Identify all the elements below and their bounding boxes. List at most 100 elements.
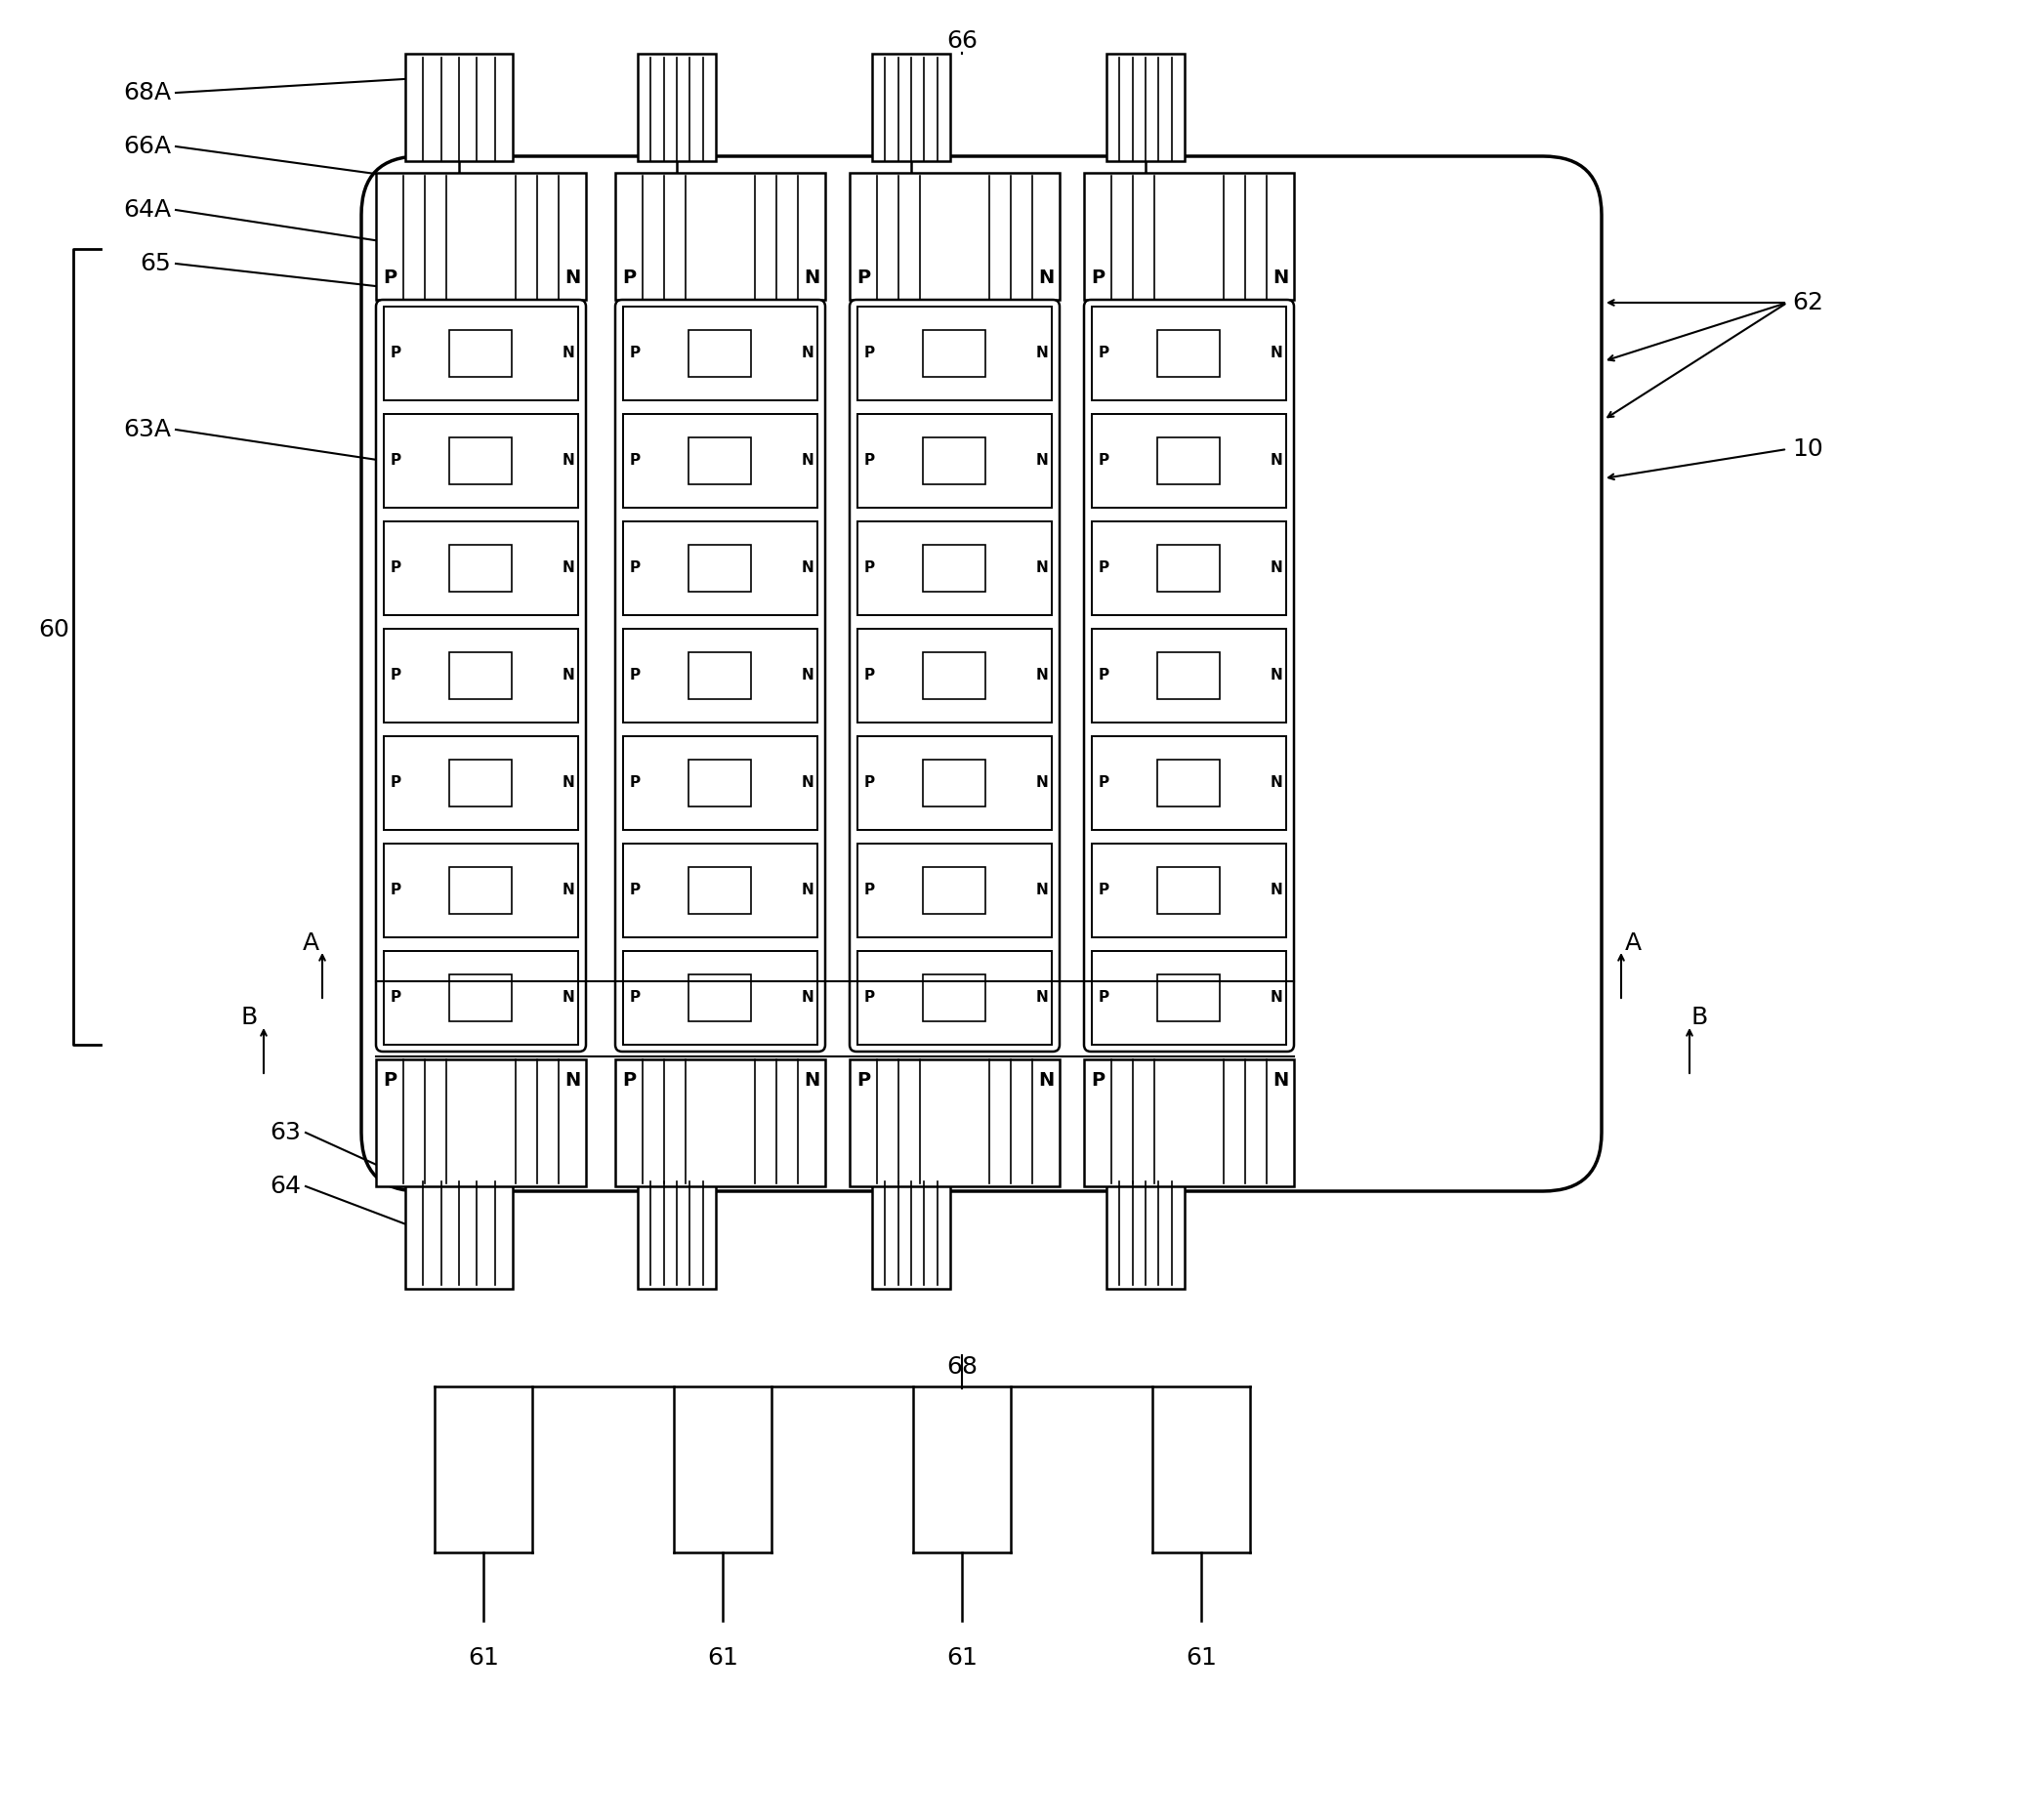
Text: 64A: 64A <box>123 198 172 222</box>
Bar <box>450 329 511 377</box>
Bar <box>856 629 1053 722</box>
Bar <box>376 1059 587 1186</box>
Text: P: P <box>382 1071 397 1090</box>
Bar <box>384 737 578 829</box>
Bar <box>1157 329 1220 377</box>
Text: N: N <box>1271 269 1288 287</box>
Text: P: P <box>390 346 401 360</box>
Text: P: P <box>1091 269 1104 287</box>
Text: P: P <box>865 346 875 360</box>
Text: P: P <box>382 269 397 287</box>
Bar <box>384 522 578 615</box>
Text: N: N <box>1036 560 1049 575</box>
Text: P: P <box>1098 453 1110 467</box>
FancyBboxPatch shape <box>850 300 1059 1051</box>
Bar <box>1106 55 1186 162</box>
Text: N: N <box>1269 884 1284 899</box>
Text: N: N <box>803 1071 820 1090</box>
Text: N: N <box>1269 453 1284 467</box>
Bar <box>689 437 750 484</box>
Bar <box>384 844 578 937</box>
Bar <box>450 437 511 484</box>
Bar <box>623 522 818 615</box>
Text: A: A <box>303 931 319 955</box>
Bar <box>405 1181 513 1290</box>
Bar <box>856 415 1053 508</box>
FancyBboxPatch shape <box>376 300 587 1051</box>
Text: N: N <box>1038 269 1055 287</box>
Text: N: N <box>1036 991 1049 1006</box>
Text: N: N <box>801 668 814 682</box>
Text: P: P <box>865 560 875 575</box>
Text: N: N <box>801 453 814 467</box>
Bar <box>856 737 1053 829</box>
Bar <box>924 975 985 1020</box>
Bar <box>689 653 750 698</box>
Text: 61: 61 <box>946 1646 977 1670</box>
Text: N: N <box>801 884 814 899</box>
Bar <box>1083 1059 1294 1186</box>
Text: N: N <box>801 991 814 1006</box>
Text: N: N <box>562 346 574 360</box>
Bar <box>1106 1181 1186 1290</box>
Bar <box>689 760 750 806</box>
Text: N: N <box>564 1071 580 1090</box>
Bar <box>1091 737 1286 829</box>
Bar <box>1091 844 1286 937</box>
Text: N: N <box>562 991 574 1006</box>
Text: N: N <box>562 775 574 791</box>
Bar <box>623 951 818 1044</box>
Bar <box>1157 437 1220 484</box>
Text: P: P <box>865 453 875 467</box>
Text: B: B <box>1690 1006 1707 1030</box>
Text: N: N <box>1036 668 1049 682</box>
Bar <box>689 546 750 591</box>
Text: P: P <box>1098 560 1110 575</box>
Text: N: N <box>1269 668 1284 682</box>
Bar <box>856 844 1053 937</box>
Text: 62: 62 <box>1793 291 1823 315</box>
Bar <box>384 951 578 1044</box>
Bar <box>689 329 750 377</box>
Text: P: P <box>1098 775 1110 791</box>
Text: P: P <box>630 775 640 791</box>
Bar <box>1083 173 1294 300</box>
Text: N: N <box>803 269 820 287</box>
Bar <box>850 173 1059 300</box>
Text: 61: 61 <box>468 1646 499 1670</box>
Text: 68: 68 <box>946 1355 977 1379</box>
Bar <box>405 55 513 162</box>
FancyBboxPatch shape <box>615 300 826 1051</box>
Bar <box>924 760 985 806</box>
Bar <box>856 951 1053 1044</box>
Text: P: P <box>390 560 401 575</box>
Bar <box>450 653 511 698</box>
Bar <box>1091 307 1286 400</box>
Text: N: N <box>1271 1071 1288 1090</box>
Bar <box>450 760 511 806</box>
Bar <box>1091 415 1286 508</box>
Bar <box>615 1059 826 1186</box>
Text: P: P <box>621 269 636 287</box>
Bar <box>873 55 950 162</box>
Text: N: N <box>564 269 580 287</box>
Bar <box>376 173 587 300</box>
Bar <box>1157 975 1220 1020</box>
Bar <box>623 415 818 508</box>
Bar <box>924 653 985 698</box>
Text: P: P <box>1098 346 1110 360</box>
Text: N: N <box>1269 346 1284 360</box>
Bar <box>384 415 578 508</box>
Text: N: N <box>562 453 574 467</box>
Text: 61: 61 <box>707 1646 738 1670</box>
Text: N: N <box>801 775 814 791</box>
Bar <box>623 844 818 937</box>
Bar <box>623 307 818 400</box>
Text: P: P <box>630 668 640 682</box>
Bar <box>384 629 578 722</box>
Text: P: P <box>630 560 640 575</box>
Text: P: P <box>630 884 640 899</box>
Text: A: A <box>1625 931 1641 955</box>
Bar <box>856 522 1053 615</box>
Text: P: P <box>630 346 640 360</box>
